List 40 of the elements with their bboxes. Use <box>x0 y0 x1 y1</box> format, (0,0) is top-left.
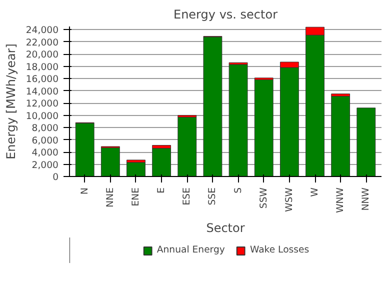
bar <box>356 108 376 176</box>
chart-title: Energy vs. sector <box>173 8 278 22</box>
y-tick-label: 16,000 <box>26 74 59 86</box>
bar <box>178 116 197 176</box>
legend-label: Annual Energy <box>156 244 225 256</box>
y-tick-label: 10,000 <box>26 110 59 122</box>
y-tick-label: 24,000 <box>26 25 59 36</box>
x-tick-label: WSW <box>284 187 295 212</box>
y-tick-label: 18,000 <box>26 62 59 73</box>
x-tick-label: S <box>232 187 244 194</box>
y-tick-label: 14,000 <box>26 86 59 98</box>
y-tick-label: 6,000 <box>32 135 59 146</box>
x-tick-label: ENE <box>130 187 142 206</box>
bar <box>254 80 274 176</box>
x-tick-label: SSW <box>258 187 270 209</box>
y-tick-label: 2,000 <box>32 160 59 171</box>
x-tick-label: SSE <box>207 187 218 206</box>
x-tick-label: N <box>79 187 90 194</box>
y-tick-label: 8,000 <box>32 123 59 134</box>
x-tick-label: NNW <box>360 187 372 211</box>
bar <box>100 147 120 176</box>
bar <box>152 148 172 176</box>
y-axis-title: Energy [MWh/year] <box>4 44 18 160</box>
bar <box>331 96 350 176</box>
y-tick-label: 4,000 <box>32 148 59 159</box>
x-tick-label: WNW <box>335 187 346 213</box>
y-tick-label: 0 <box>52 172 59 183</box>
x-tick-label: ESE <box>182 187 193 206</box>
bar <box>228 64 248 176</box>
bar <box>203 36 222 176</box>
bar <box>75 122 94 176</box>
legend-label: Wake Losses <box>250 244 310 256</box>
x-axis-title: Sector <box>206 220 245 235</box>
y-tick-label: 20,000 <box>26 50 59 61</box>
y-tick-label: 22,000 <box>26 37 59 48</box>
x-tick-label: E <box>156 187 168 194</box>
y-tick-label: 12,000 <box>26 98 59 110</box>
x-tick-label: W <box>310 187 321 197</box>
bar <box>126 162 146 176</box>
x-tick-label: NNE <box>104 187 116 208</box>
